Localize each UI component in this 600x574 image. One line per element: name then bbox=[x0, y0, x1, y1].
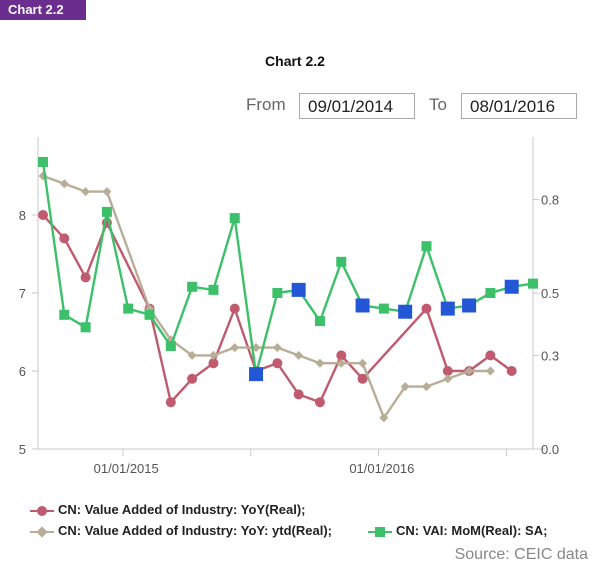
y-right-tick-label: 0.3 bbox=[541, 348, 559, 363]
highlighted-data-point bbox=[440, 301, 455, 316]
highlighted-data-point bbox=[249, 367, 264, 382]
chart-tag: Chart 2.2 bbox=[0, 0, 86, 20]
data-point bbox=[165, 341, 176, 352]
legend-label-mom: CN: VAI: MoM(Real): SA; bbox=[396, 523, 548, 538]
data-point bbox=[464, 366, 474, 376]
data-point bbox=[59, 309, 70, 320]
data-point bbox=[336, 358, 346, 368]
data-point bbox=[272, 288, 283, 298]
data-point bbox=[230, 343, 240, 353]
legend-item-mom[interactable]: CN: VAI: MoM(Real): SA; bbox=[368, 523, 547, 538]
data-point bbox=[336, 350, 347, 361]
data-point bbox=[81, 187, 91, 197]
data-point bbox=[123, 303, 134, 314]
chart-title: Chart 2.2 bbox=[265, 53, 325, 69]
legend-item-yoy[interactable]: CN: Value Added of Industry: YoY(Real); bbox=[30, 502, 306, 517]
data-point bbox=[59, 233, 70, 244]
data-point bbox=[378, 303, 389, 314]
data-point bbox=[187, 350, 197, 360]
legend-label-ytd: CN: Value Added of Industry: YoY: ytd(Re… bbox=[58, 523, 332, 538]
source-note: Source: CEIC data bbox=[454, 546, 588, 563]
data-point bbox=[485, 366, 495, 376]
highlighted-data-point bbox=[504, 279, 519, 294]
data-point bbox=[229, 213, 240, 224]
data-point bbox=[229, 303, 240, 314]
highlighted-data-point bbox=[291, 282, 306, 297]
series-line-2 bbox=[41, 161, 534, 375]
data-point bbox=[187, 373, 198, 384]
data-point bbox=[293, 389, 304, 400]
y-right-tick-label: 0.0 bbox=[541, 442, 559, 457]
data-point bbox=[358, 358, 368, 368]
data-point bbox=[38, 210, 48, 220]
data-point bbox=[102, 187, 112, 197]
highlighted-data-point bbox=[355, 298, 370, 313]
data-point bbox=[251, 343, 261, 353]
data-point bbox=[314, 316, 325, 327]
data-point bbox=[506, 366, 517, 376]
data-point bbox=[101, 206, 112, 217]
data-point bbox=[379, 413, 389, 423]
data-point bbox=[80, 322, 91, 333]
from-date-input[interactable]: 09/01/2014 bbox=[299, 93, 415, 119]
y-left-tick-label: 6 bbox=[19, 364, 26, 379]
data-point bbox=[80, 272, 91, 283]
data-point bbox=[38, 156, 48, 167]
data-point bbox=[485, 350, 496, 361]
data-point bbox=[314, 397, 325, 408]
highlighted-data-point bbox=[462, 298, 477, 313]
data-point bbox=[421, 303, 432, 314]
y-left-tick-label: 5 bbox=[19, 442, 26, 457]
from-label: From bbox=[246, 95, 286, 114]
legend-swatch-ytd bbox=[30, 525, 54, 538]
data-point bbox=[208, 358, 219, 369]
data-point bbox=[421, 241, 432, 252]
data-point bbox=[272, 358, 283, 369]
legend-swatch-mom bbox=[368, 526, 392, 538]
x-tick-label: 01/01/2015 bbox=[94, 461, 159, 476]
data-point bbox=[208, 350, 218, 360]
x-tick-label: 01/01/2016 bbox=[349, 461, 414, 476]
data-point bbox=[144, 309, 155, 320]
data-point bbox=[187, 281, 198, 292]
data-point bbox=[59, 179, 69, 189]
data-point bbox=[208, 284, 219, 295]
chart-plot-area: 5 6 7 8 0.0 0.3 0.5 0.8 01/01/2015 01/01/2016 bbox=[19, 137, 559, 476]
data-point bbox=[357, 373, 368, 384]
data-point bbox=[272, 343, 282, 353]
highlighted-data-point bbox=[398, 304, 413, 319]
data-point bbox=[485, 288, 496, 298]
to-label: To bbox=[429, 95, 447, 114]
legend-label-yoy: CN: Value Added of Industry: YoY(Real); bbox=[58, 502, 306, 517]
y-left-tick-label: 7 bbox=[19, 286, 26, 301]
data-point bbox=[315, 358, 325, 368]
data-point bbox=[336, 256, 347, 267]
data-point bbox=[165, 397, 176, 408]
data-point bbox=[442, 366, 453, 376]
series-line-0 bbox=[42, 214, 513, 405]
y-right-tick-label: 0.8 bbox=[541, 192, 559, 207]
data-point bbox=[400, 382, 410, 392]
data-point bbox=[443, 374, 453, 384]
data-point bbox=[528, 278, 538, 289]
legend-swatch-yoy bbox=[30, 505, 54, 517]
legend-item-ytd[interactable]: CN: Value Added of Industry: YoY: ytd(Re… bbox=[30, 523, 332, 538]
y-right-tick-label: 0.5 bbox=[541, 286, 559, 301]
data-point bbox=[294, 350, 304, 360]
to-date-input[interactable]: 08/01/2016 bbox=[461, 93, 577, 119]
y-left-tick-label: 8 bbox=[19, 208, 26, 223]
data-point bbox=[421, 382, 431, 392]
